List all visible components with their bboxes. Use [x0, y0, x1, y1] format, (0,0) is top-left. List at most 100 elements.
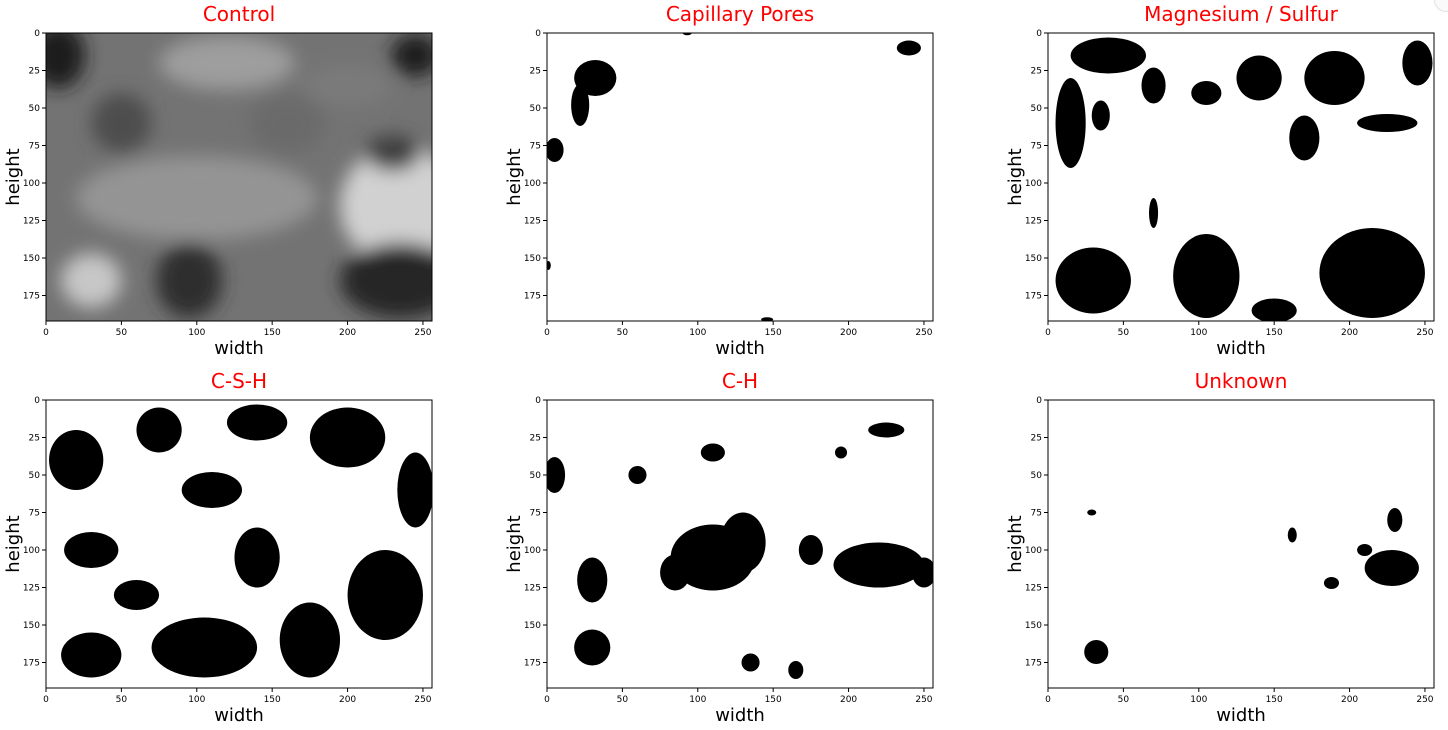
x-tick-label: 150 — [1266, 328, 1283, 338]
y-tick-label: 75 — [530, 142, 541, 152]
x-tick-label: 100 — [689, 695, 706, 705]
x-tick-label: 50 — [617, 695, 629, 705]
y-tick-label: 100 — [524, 546, 541, 556]
mask-region — [234, 527, 280, 588]
x-axis-label: width — [715, 338, 765, 359]
mask-region — [547, 457, 566, 493]
y-tick-label: 125 — [1025, 584, 1042, 594]
axes-frame — [45, 32, 433, 322]
y-tick-label: 175 — [524, 659, 541, 669]
image-region — [76, 156, 318, 240]
mask-region — [1191, 81, 1222, 105]
axes-frame — [1047, 399, 1435, 689]
y-tick-label: 50 — [530, 471, 542, 481]
mask-region — [1289, 115, 1320, 161]
y-tick-label: 175 — [23, 292, 40, 302]
mask-region — [682, 33, 692, 36]
x-tick-label: 100 — [1190, 328, 1207, 338]
mask-region — [660, 554, 691, 591]
image-region — [91, 93, 152, 153]
y-tick-label: 125 — [23, 217, 40, 227]
y-tick-label: 25 — [530, 67, 541, 77]
x-axis-label: width — [214, 705, 264, 726]
image-region — [340, 145, 432, 266]
mask-region — [868, 422, 905, 438]
panel-4: 0 50 100 150 200 250 0 25 50 75 100 125 150 175 C-S-H w… — [3, 369, 433, 726]
y-tick-label: 25 — [530, 434, 541, 444]
y-tick-label: 100 — [23, 179, 40, 189]
x-tick-label: 100 — [689, 328, 706, 338]
mask-region — [397, 452, 432, 528]
image-area — [46, 400, 432, 688]
panel-title: Unknown — [1195, 369, 1288, 393]
x-tick-label: 0 — [1045, 328, 1051, 338]
x-tick-label: 250 — [414, 695, 431, 705]
axes-frame — [546, 399, 934, 689]
panel-title: Capillary Pores — [666, 2, 814, 26]
mask-region — [1173, 234, 1240, 318]
mask-region — [571, 84, 590, 126]
y-axis-label: height — [504, 515, 525, 572]
panel-3: 0 50 100 150 200 250 0 25 50 75 100 125 150 175 Magnes… — [1005, 2, 1435, 359]
mask-region — [1287, 527, 1297, 543]
y-tick-label: 0 — [34, 396, 40, 406]
image-background — [1048, 400, 1434, 688]
y-tick-label: 100 — [1025, 179, 1042, 189]
mask-region — [151, 617, 258, 678]
mask-region — [1055, 247, 1131, 314]
panel-title: Magnesium / Sulfur — [1144, 2, 1338, 26]
y-tick-label: 25 — [29, 434, 40, 444]
mask-region — [761, 317, 774, 321]
mask-region — [1084, 640, 1109, 664]
x-tick-label: 50 — [617, 328, 629, 338]
x-tick-label: 250 — [414, 328, 431, 338]
x-tick-label: 250 — [915, 695, 932, 705]
image-region — [391, 34, 432, 77]
x-tick-label: 150 — [264, 328, 281, 338]
mask-region — [1091, 100, 1110, 131]
mask-region — [1357, 544, 1373, 556]
y-tick-label: 75 — [29, 509, 40, 519]
y-tick-label: 125 — [524, 217, 541, 227]
y-tick-label: 0 — [1036, 396, 1042, 406]
y-axis-label: height — [1005, 148, 1026, 205]
axes-frame — [546, 32, 934, 322]
x-tick-label: 250 — [1416, 328, 1433, 338]
x-tick-label: 0 — [43, 695, 49, 705]
x-tick-label: 0 — [1045, 695, 1051, 705]
x-axis-label: width — [214, 338, 264, 359]
mask-region — [1304, 51, 1365, 105]
mask-region — [720, 512, 766, 573]
y-axis-label: height — [3, 148, 24, 205]
y-tick-label: 50 — [530, 104, 542, 114]
x-tick-label: 250 — [915, 328, 932, 338]
mask-region — [574, 629, 611, 666]
y-tick-label: 100 — [1025, 546, 1042, 556]
image-region — [159, 36, 295, 90]
y-tick-label: 100 — [524, 179, 541, 189]
mask-region — [181, 472, 243, 508]
panel-title: Control — [203, 2, 275, 26]
mask-region — [1141, 67, 1166, 104]
y-tick-label: 75 — [1031, 509, 1042, 519]
mask-region — [1387, 508, 1403, 532]
y-tick-label: 0 — [535, 396, 541, 406]
panel-5: 0 50 100 150 200 250 0 25 50 75 100 125 150 175 C-H wid… — [504, 369, 934, 726]
mask-region — [547, 138, 564, 162]
mask-region — [279, 602, 341, 678]
image-region — [61, 253, 122, 308]
y-tick-label: 175 — [23, 659, 40, 669]
y-tick-label: 125 — [524, 584, 541, 594]
y-tick-label: 50 — [1031, 104, 1043, 114]
mask-region — [1323, 577, 1340, 589]
image-region — [340, 243, 432, 318]
x-tick-label: 150 — [264, 695, 281, 705]
x-tick-label: 0 — [544, 328, 550, 338]
image-region — [46, 33, 86, 89]
y-tick-label: 0 — [535, 29, 541, 39]
mask-region — [136, 407, 182, 453]
image-area — [1048, 33, 1434, 321]
image-region — [249, 93, 325, 153]
x-axis-label: width — [1216, 705, 1266, 726]
mask-region — [1402, 40, 1433, 86]
